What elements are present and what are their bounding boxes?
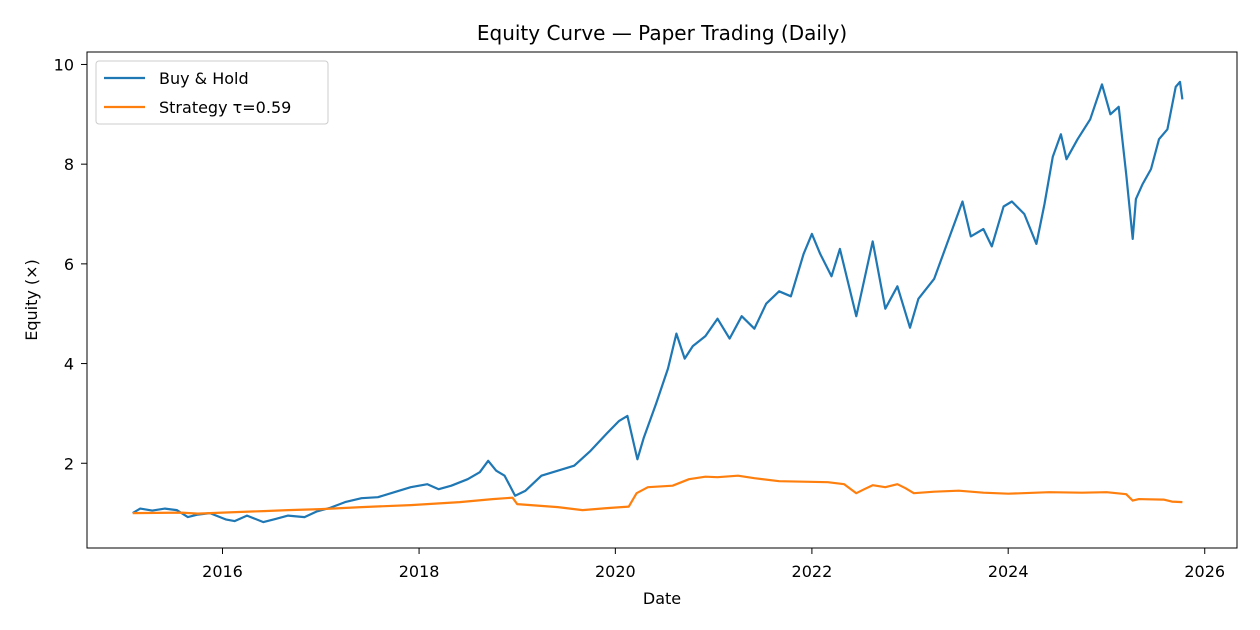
x-tick-label: 2024	[988, 562, 1029, 581]
legend-box	[95, 60, 329, 125]
y-tick-label: 10	[54, 55, 74, 74]
plot-frame	[86, 51, 1238, 549]
y-axis-label: Equity (×)	[22, 259, 41, 341]
x-tick-label: 2016	[202, 562, 243, 581]
y-tick-label: 6	[64, 255, 74, 274]
legend-label-buy-and-hold: Buy & Hold	[159, 69, 249, 88]
x-axis-ticks: 2016 2018 2020 2022 2024 2026	[202, 548, 1225, 581]
x-tick-label: 2018	[399, 562, 440, 581]
x-axis-label: Date	[643, 589, 681, 608]
y-axis-ticks: 2 4 6 8 10	[54, 55, 87, 473]
x-tick-label: 2026	[1184, 562, 1225, 581]
legend: Buy & Hold Strategy τ=0.59	[95, 60, 329, 125]
x-tick-label: 2022	[792, 562, 833, 581]
x-tick-label: 2020	[595, 562, 636, 581]
y-tick-label: 2	[64, 454, 74, 473]
legend-label-strategy: Strategy τ=0.59	[159, 98, 291, 117]
y-tick-label: 8	[64, 155, 74, 174]
chart-title: Equity Curve — Paper Trading (Daily)	[477, 21, 847, 45]
plot-area	[132, 80, 1184, 524]
y-tick-label: 4	[64, 355, 74, 374]
series-line-strategy	[132, 474, 1183, 515]
